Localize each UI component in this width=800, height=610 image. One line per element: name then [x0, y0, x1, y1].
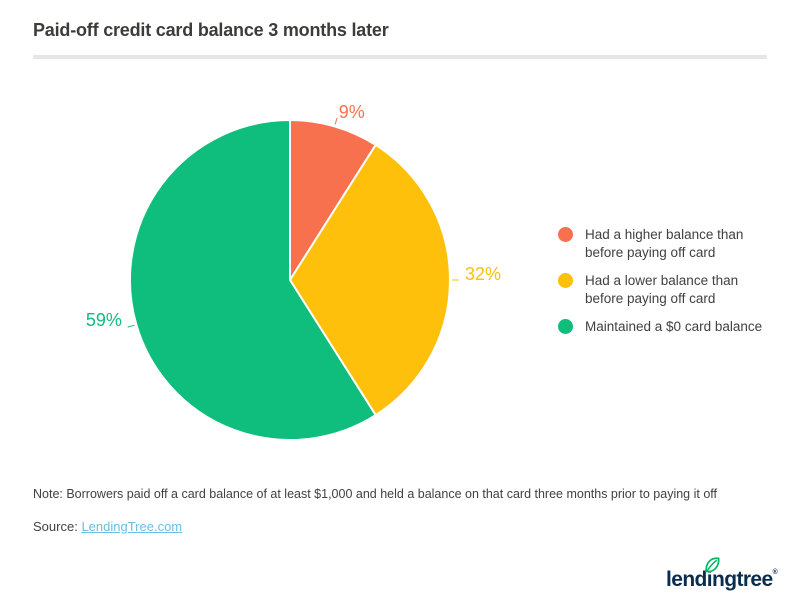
pie-slice-2 [128, 118, 378, 441]
registered-mark: ® [772, 569, 778, 576]
pie-chart: 9% 32% 59% [86, 102, 501, 441]
legend-dot-green-icon [558, 319, 573, 334]
legend-label: Maintained a $0 card balance [585, 319, 763, 334]
pie-percent-label: 32% [465, 264, 501, 284]
pie-percent-label: 59% [86, 310, 122, 330]
pie-slice-1 [288, 143, 451, 417]
pie-label-leader-line [127, 324, 135, 328]
page-title: Paid-off credit card balance 3 months la… [33, 20, 389, 40]
note-text: Note: Borrowers paid off a card balance … [33, 487, 717, 501]
pie-label-leader-line [334, 117, 338, 125]
title-divider [33, 55, 767, 59]
source-label: Source: [33, 519, 78, 534]
legend-item-higher-balance: Had a higher balance than before paying … [558, 226, 762, 262]
logo-text: lendingtree [666, 568, 773, 591]
legend-dot-coral-icon [558, 227, 573, 242]
source-line: Source: LendingTree.com [33, 519, 182, 534]
leaf-icon [705, 557, 720, 573]
legend-label: Had a higher balance than before paying … [585, 227, 744, 260]
legend-dot-yellow-icon [558, 273, 573, 288]
pie-slice-0 [289, 118, 378, 284]
legend-item-lower-balance: Had a lower balance than before paying o… [558, 272, 762, 308]
source-link[interactable]: LendingTree.com [81, 519, 183, 534]
legend-item-zero-balance: Maintained a $0 card balance [558, 318, 762, 336]
pie-percent-label: 9% [339, 102, 365, 122]
legend-label: Had a lower balance than before paying o… [585, 273, 739, 306]
lendingtree-logo: lendingtree® [666, 557, 778, 592]
legend: Had a higher balance than before paying … [558, 226, 762, 346]
